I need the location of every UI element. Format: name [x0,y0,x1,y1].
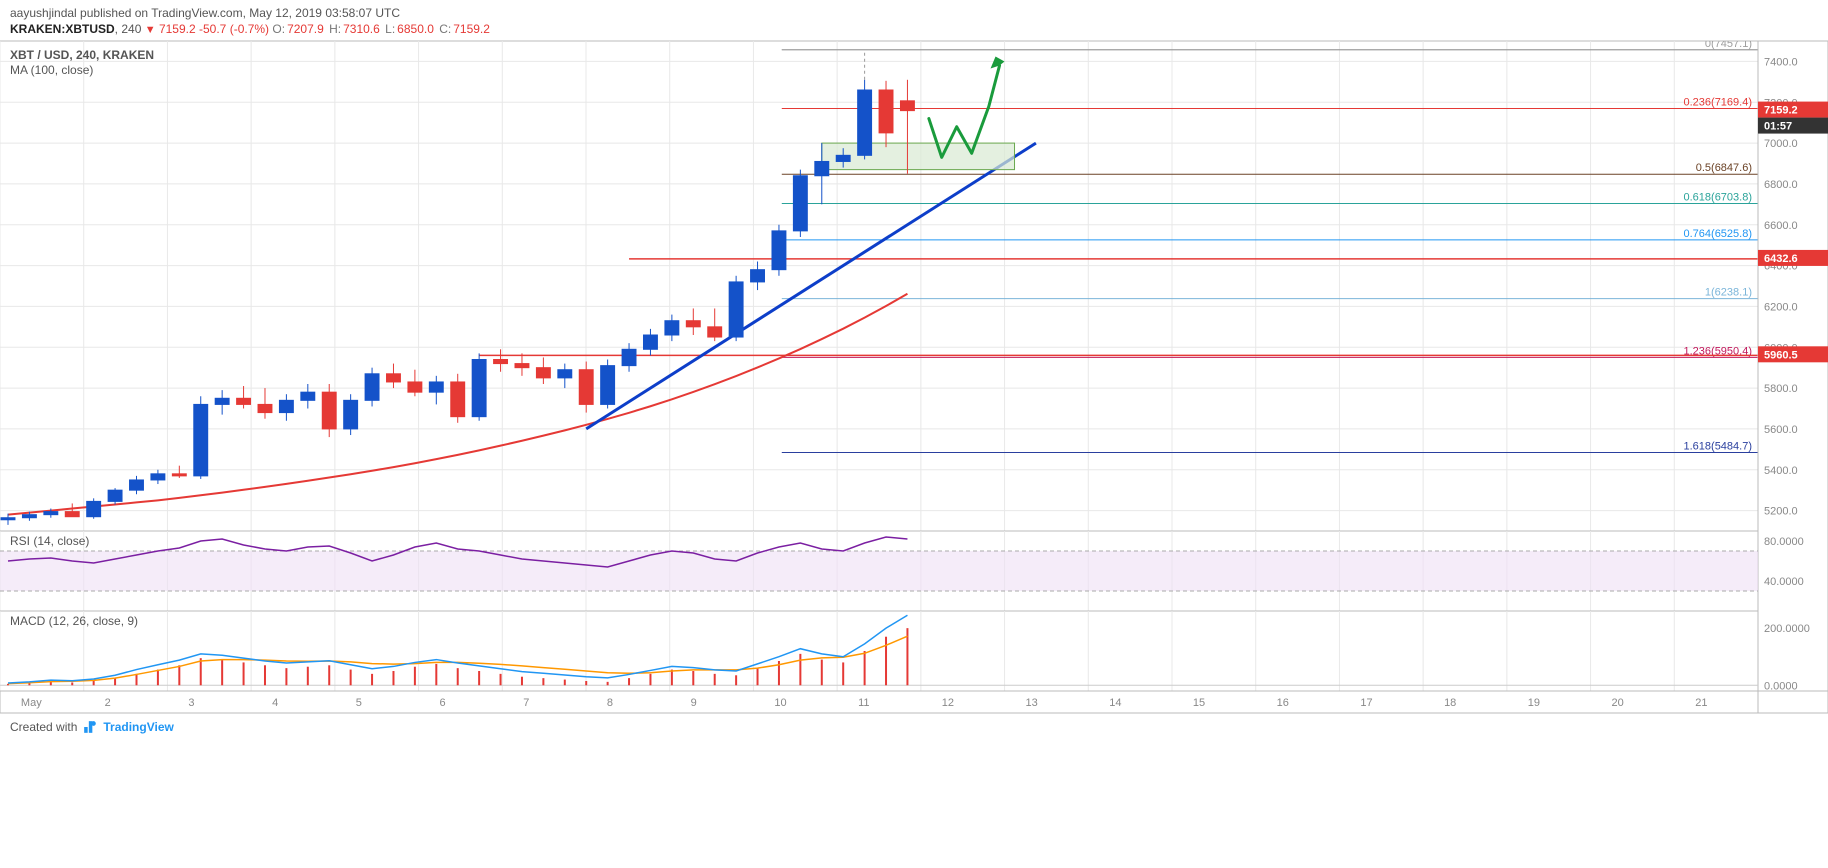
svg-text:0.0000: 0.0000 [1764,680,1798,692]
interval: 240 [121,22,141,36]
svg-text:5200.0: 5200.0 [1764,506,1798,518]
symbol-name: KRAKEN:XBTUSD [10,22,115,36]
change-arrow-icon: ▼ [145,24,156,36]
svg-text:0(7457.1): 0(7457.1) [1705,41,1752,50]
svg-text:21: 21 [1695,697,1707,709]
svg-text:RSI (14, close): RSI (14, close) [10,534,89,548]
svg-text:5800.0: 5800.0 [1764,383,1798,395]
svg-text:16: 16 [1277,697,1289,709]
svg-text:1(6238.1): 1(6238.1) [1705,287,1752,299]
svg-text:2: 2 [105,697,111,709]
svg-text:17: 17 [1360,697,1372,709]
svg-text:1.618(5484.7): 1.618(5484.7) [1684,440,1753,452]
svg-text:01:57: 01:57 [1764,121,1792,133]
last-price: 7159.2 [159,22,196,36]
chart-svg[interactable]: 0(7457.1) 0.236(7169.4) 0.5(6847.6) 0.618(6… [0,41,1828,713]
ticker-line: KRAKEN:XBTUSD, 240 ▼ 7159.2 -50.7 (-0.7%… [10,22,1818,36]
svg-text:40.0000: 40.0000 [1764,576,1804,588]
svg-text:7000.0: 7000.0 [1764,138,1798,150]
svg-text:3: 3 [188,697,194,709]
svg-text:6600.0: 6600.0 [1764,220,1798,232]
svg-text:20: 20 [1612,697,1624,709]
ohlc: O:7207.9 H:7310.6 L:6850.0 C:7159.2 [272,22,492,36]
svg-text:19: 19 [1528,697,1540,709]
svg-text:15: 15 [1193,697,1205,709]
svg-text:XBT / USD, 240, KRAKEN: XBT / USD, 240, KRAKEN [10,48,154,62]
tradingview-logo-icon [83,720,97,734]
svg-text:13: 13 [1026,697,1038,709]
svg-text:6800.0: 6800.0 [1764,179,1798,191]
footer-brand: TradingView [103,720,173,734]
footer-text: Created with [10,720,77,734]
svg-text:5: 5 [356,697,362,709]
svg-text:12: 12 [942,697,954,709]
svg-text:9: 9 [691,697,697,709]
svg-text:7: 7 [523,697,529,709]
svg-text:5400.0: 5400.0 [1764,465,1798,477]
svg-text:5600.0: 5600.0 [1764,424,1798,436]
publish-info: aayushjindal published on TradingView.co… [10,6,1818,20]
svg-text:18: 18 [1444,697,1456,709]
svg-text:80.0000: 80.0000 [1764,536,1804,548]
svg-text:4: 4 [272,697,278,709]
svg-text:14: 14 [1109,697,1121,709]
footer: Created with TradingView [0,713,1828,740]
svg-text:10: 10 [774,697,786,709]
chart-header: aayushjindal published on TradingView.co… [0,0,1828,41]
svg-text:6: 6 [440,697,446,709]
svg-text:200.0000: 200.0000 [1764,623,1810,635]
svg-text:MACD (12, 26, close, 9): MACD (12, 26, close, 9) [10,614,138,628]
price-change-pct: (-0.7%) [230,22,269,36]
svg-text:11: 11 [858,697,869,709]
svg-text:May: May [21,697,42,709]
svg-text:7159.2: 7159.2 [1764,105,1798,117]
chart-container[interactable]: 0(7457.1) 0.236(7169.4) 0.5(6847.6) 0.618(6… [0,41,1828,713]
svg-text:0.764(6525.8): 0.764(6525.8) [1684,228,1753,240]
svg-text:5960.5: 5960.5 [1764,349,1798,361]
svg-text:7400.0: 7400.0 [1764,56,1798,68]
svg-text:6200.0: 6200.0 [1764,301,1798,313]
svg-text:0.236(7169.4): 0.236(7169.4) [1684,96,1753,108]
svg-text:6432.6: 6432.6 [1764,253,1798,265]
svg-text:MA (100, close): MA (100, close) [10,63,93,77]
price-change: -50.7 [199,22,226,36]
svg-text:8: 8 [607,697,613,709]
svg-text:0.618(6703.8): 0.618(6703.8) [1684,192,1753,204]
svg-text:0.5(6847.6): 0.5(6847.6) [1696,162,1752,174]
